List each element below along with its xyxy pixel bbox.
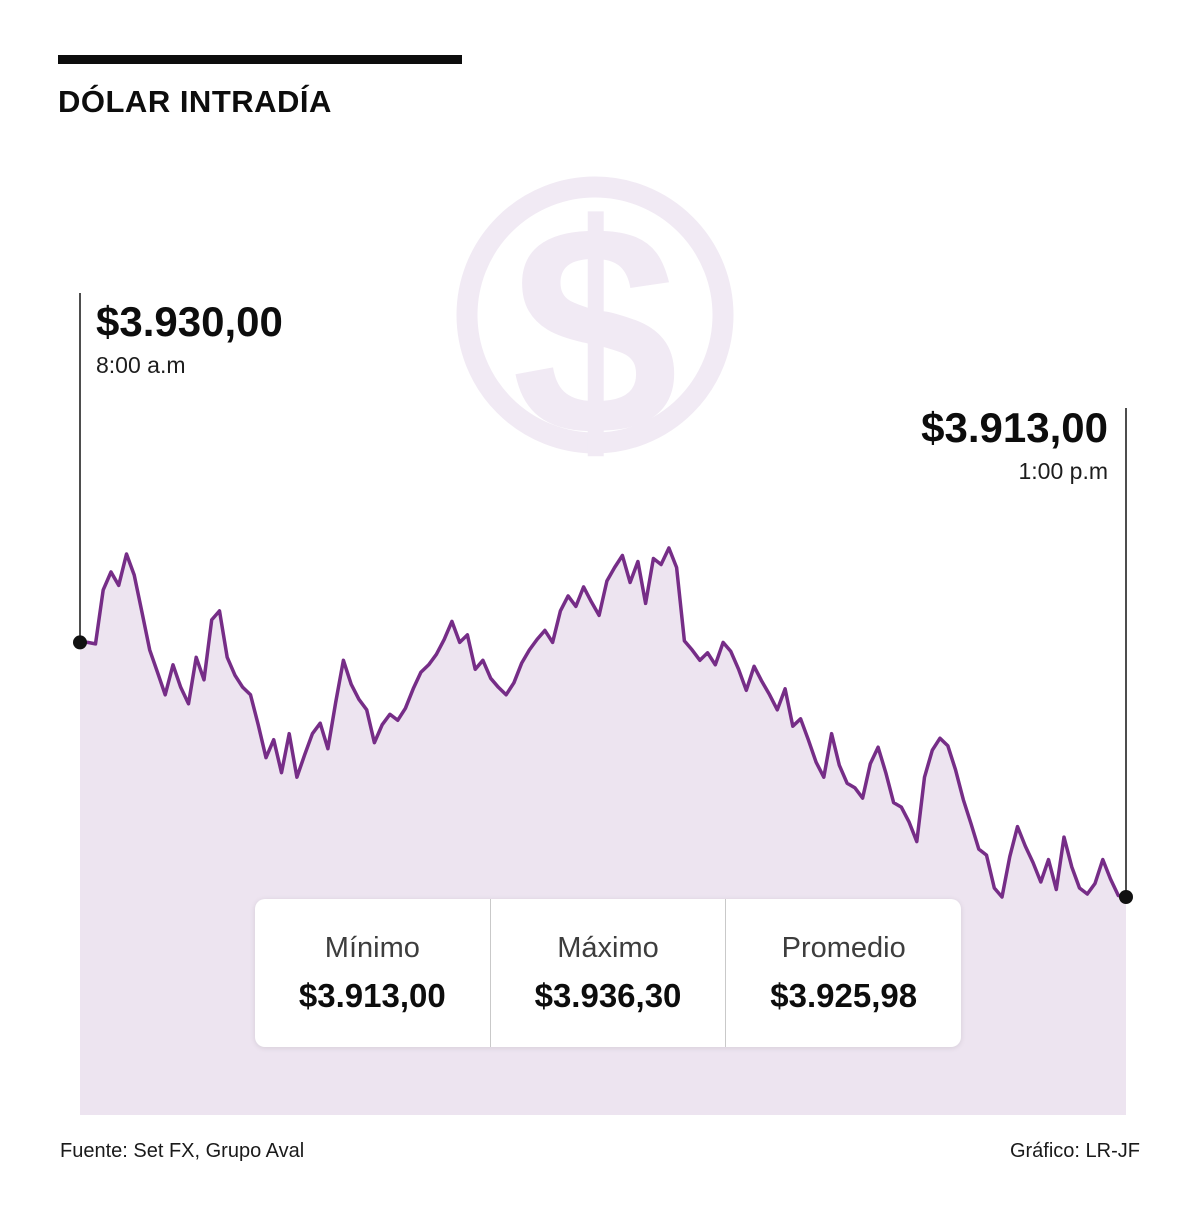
stat-maximum-label: Máximo (557, 931, 659, 964)
dollar-watermark-ring (456, 176, 734, 454)
stat-maximum: Máximo $3.936,30 (489, 899, 726, 1047)
start-time: 8:00 a.m (96, 352, 186, 379)
stat-maximum-value: $3.936,30 (534, 976, 682, 1014)
dollar-watermark: $ (456, 162, 734, 498)
stat-minimum: Mínimo $3.913,00 (255, 899, 490, 1047)
stat-minimum-label: Mínimo (324, 931, 420, 964)
title-accent-bar (58, 55, 462, 64)
end-value: $3.913,00 (921, 404, 1108, 451)
source-text: Fuente: Set FX, Grupo Aval (60, 1140, 305, 1162)
start-dot (73, 635, 87, 650)
stat-minimum-value: $3.913,00 (298, 976, 446, 1014)
start-value: $3.930,00 (96, 298, 283, 345)
stat-average-label: Promedio (781, 931, 906, 964)
page-title: DÓLAR INTRADÍA (58, 84, 332, 119)
end-time: 1:00 p.m (1018, 458, 1109, 485)
stat-average-value: $3.925,98 (770, 976, 918, 1014)
dollar-watermark-symbol: $ (512, 162, 679, 498)
end-annotation: $3.913,00 1:00 p.m (921, 404, 1109, 485)
stat-average: Promedio $3.925,98 (725, 899, 961, 1047)
start-annotation: $3.930,00 8:00 a.m (96, 298, 283, 379)
stats-card: Mínimo $3.913,00 Máximo $3.936,30 Promed… (255, 899, 961, 1047)
credit-text: Gráfico: LR-JF (1009, 1140, 1140, 1162)
chart-line (78, 546, 1128, 899)
end-dot (1119, 890, 1133, 904)
footer: Fuente: Set FX, Grupo Aval Gráfico: LR-J… (60, 1140, 1140, 1163)
